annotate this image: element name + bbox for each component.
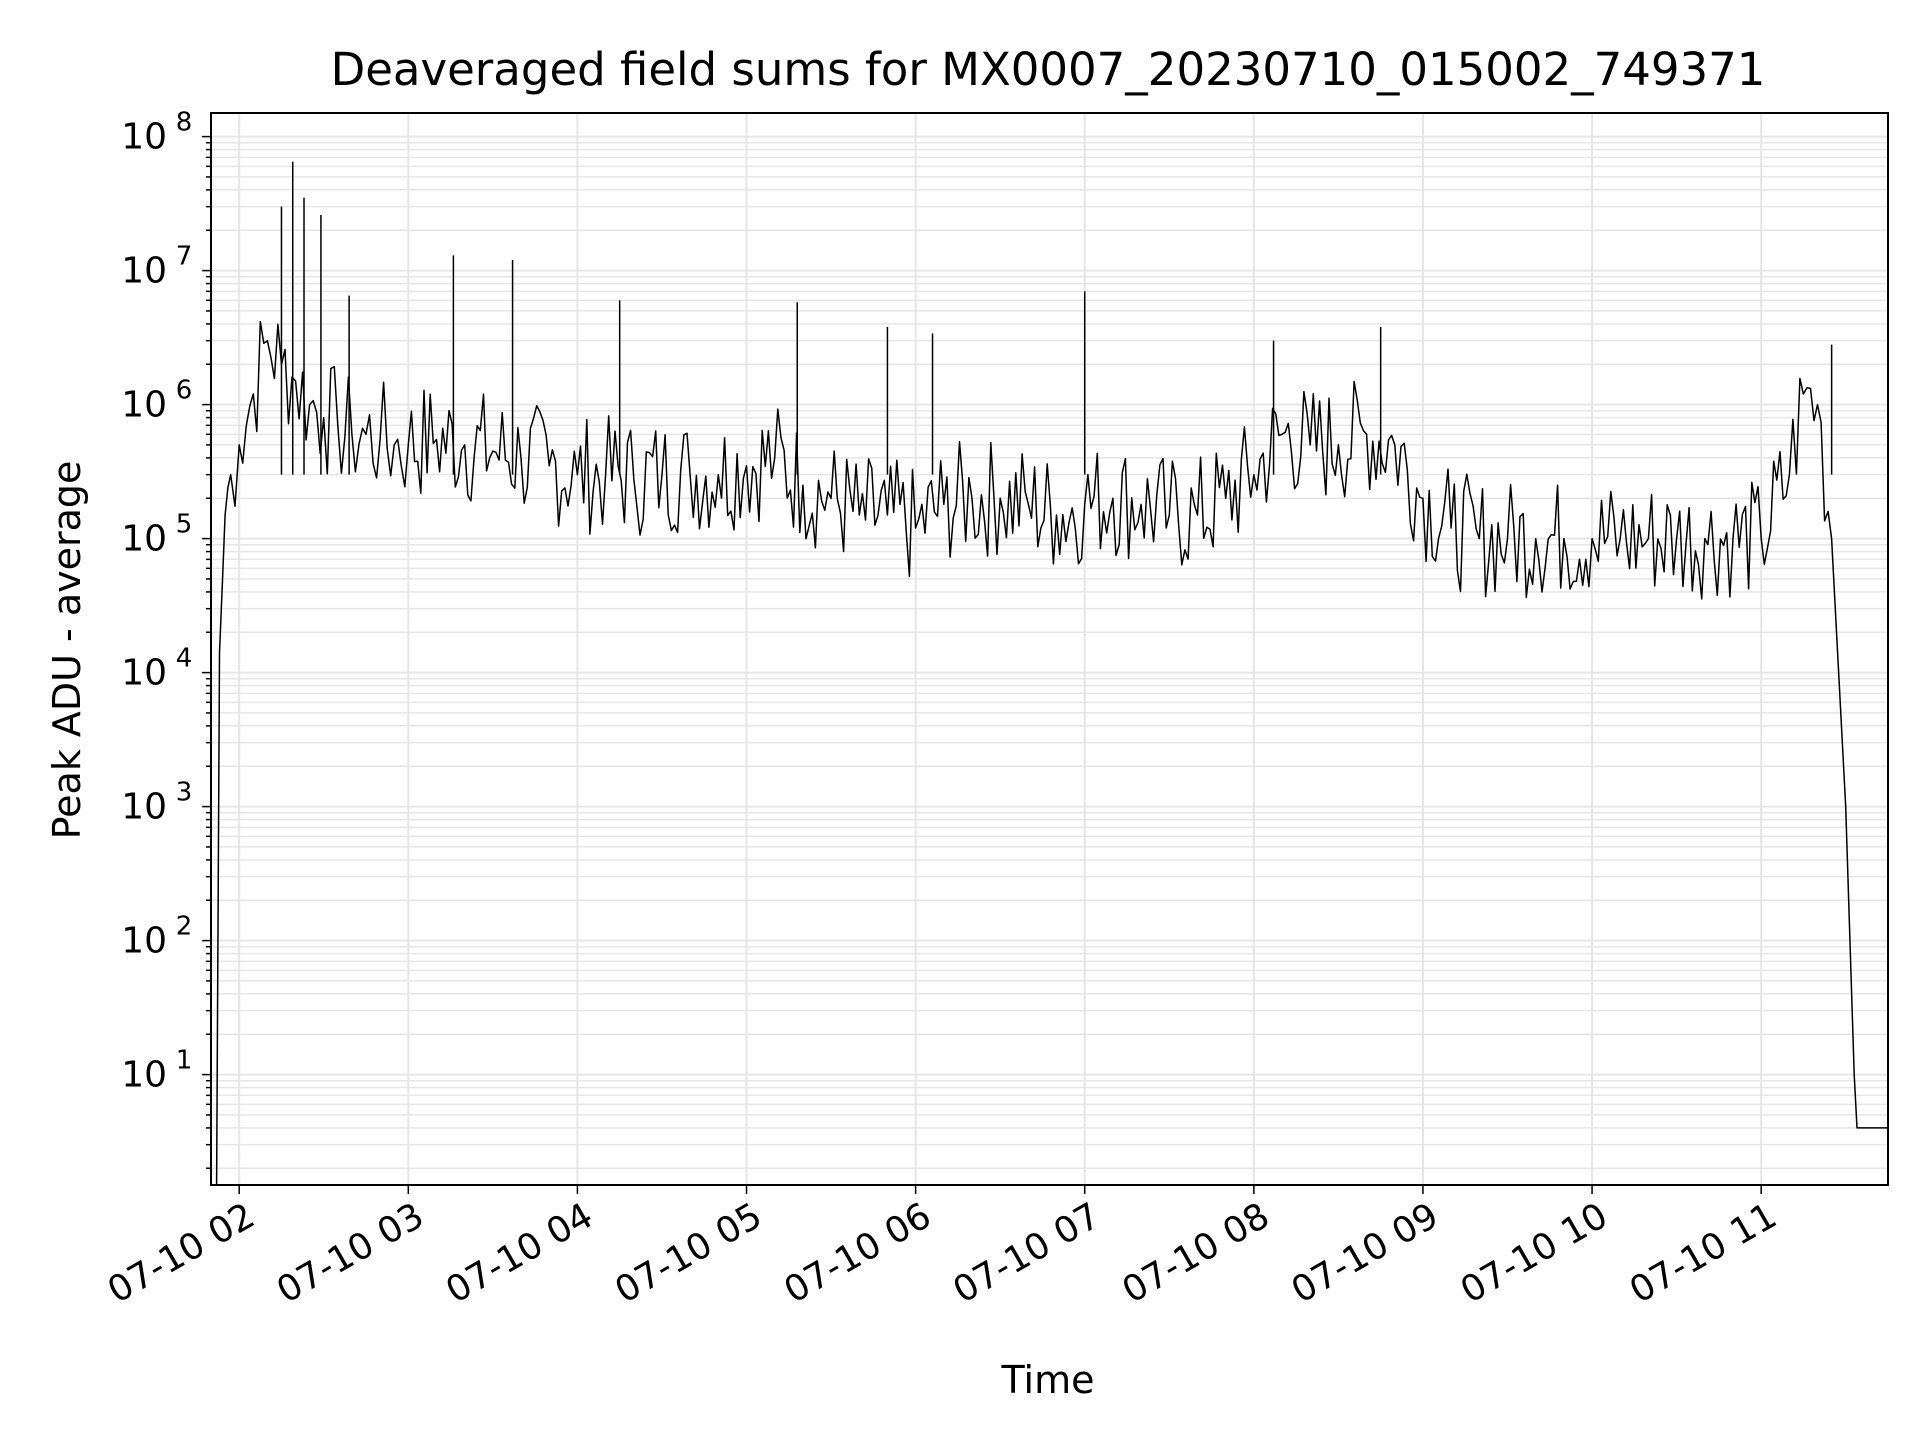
y-tick-exponent: 2 (176, 912, 193, 942)
y-tick-exponent: 5 (176, 510, 193, 540)
y-tick-exponent: 4 (176, 644, 193, 674)
y-tick-label: 10 (121, 251, 167, 292)
x-axis-label: Time (1001, 1358, 1095, 1402)
x-tick-label: 07-10 03 (270, 1195, 431, 1311)
y-tick-label: 10 (121, 921, 167, 962)
x-tick-label: 07-10 09 (1285, 1195, 1446, 1311)
y-tick-label: 10 (121, 385, 167, 426)
y-tick-exponent: 7 (176, 242, 193, 272)
x-tick-label: 07-10 11 (1623, 1195, 1784, 1311)
data-line (215, 161, 1888, 1186)
x-tick-label: 07-10 04 (439, 1195, 600, 1311)
y-tick-exponent: 6 (176, 376, 193, 406)
x-axis-ticks: 07-10 02 07-10 03 07-10 04 07-10 05 07-10 06… (101, 1185, 1784, 1312)
grid (211, 113, 1888, 1185)
y-tick-label: 10 (121, 519, 167, 560)
x-tick-label: 07-10 06 (777, 1195, 938, 1311)
x-tick-label: 07-10 10 (1454, 1195, 1615, 1311)
chart-title: Deaveraged field sums for MX0007_2023071… (331, 43, 1766, 96)
plot-frame (210, 112, 1889, 1186)
y-axis-label: Peak ADU - average (45, 461, 89, 840)
y-tick-label: 10 (121, 653, 167, 694)
y-axis-ticks: 10 1 10 2 10 3 10 4 10 5 10 6 10 7 10 8 (121, 108, 211, 1170)
x-tick-label: 07-10 07 (947, 1195, 1108, 1311)
y-tick-exponent: 3 (176, 778, 193, 808)
y-tick-exponent: 1 (176, 1046, 193, 1076)
y-tick-label: 10 (121, 117, 167, 158)
x-tick-label: 07-10 05 (608, 1195, 769, 1311)
y-tick-label: 10 (121, 787, 167, 828)
series-line (215, 320, 1888, 1186)
y-tick-exponent: 8 (176, 108, 193, 138)
y-tick-label: 10 (121, 1055, 167, 1096)
x-tick-label: 07-10 08 (1116, 1195, 1277, 1311)
x-tick-label: 07-10 02 (101, 1195, 262, 1311)
